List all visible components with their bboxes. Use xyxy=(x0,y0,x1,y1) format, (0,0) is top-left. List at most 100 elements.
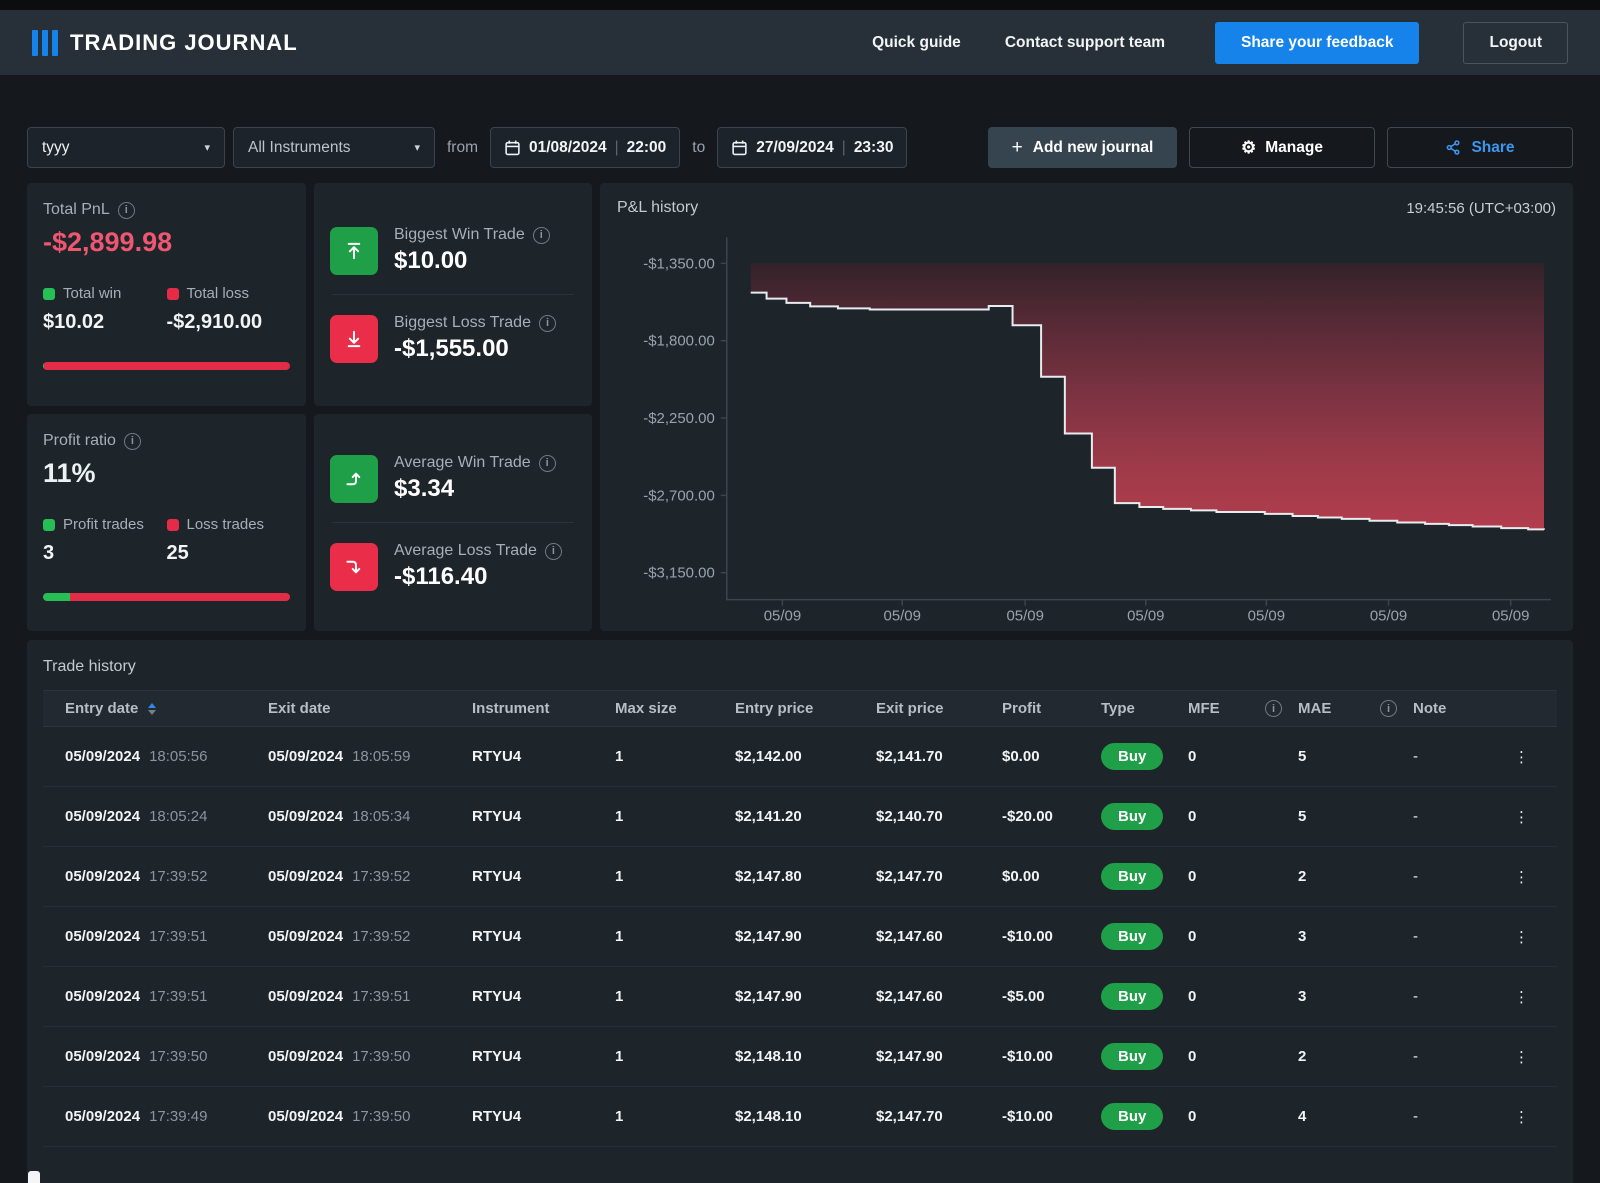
row-actions-kebab-icon[interactable]: ⋮ xyxy=(1495,928,1535,946)
average-trades-card: Average Win Trade $3.34 Average Loss Tra… xyxy=(314,414,592,631)
average-win-label: Average Win Trade xyxy=(394,454,531,472)
arrow-down-bar-icon xyxy=(343,328,365,350)
sort-icon[interactable] xyxy=(148,703,156,715)
table-header-row: Entry date Exit date Instrument Max size… xyxy=(43,690,1557,727)
buy-badge: Buy xyxy=(1101,923,1163,950)
column-entry-date[interactable]: Entry date xyxy=(65,700,268,717)
cell-entry-date: 05/09/202417:39:50 xyxy=(65,1048,268,1065)
instrument-select[interactable]: All Instruments ▾ xyxy=(233,127,435,168)
cell-entry-price: $2,141.20 xyxy=(735,808,876,825)
from-label: from xyxy=(447,139,478,157)
cell-instrument: RTYU4 xyxy=(472,868,615,885)
journal-select-value: tyyy xyxy=(42,139,70,157)
row-actions-kebab-icon[interactable]: ⋮ xyxy=(1495,1048,1535,1066)
journal-select[interactable]: tyyy ▾ xyxy=(27,127,225,168)
profit-trades-label: Profit trades xyxy=(63,516,144,533)
table-row[interactable]: 05/09/202418:05:5605/09/202418:05:59RTYU… xyxy=(43,727,1557,787)
table-row[interactable]: 05/09/202417:39:5105/09/202417:39:51RTYU… xyxy=(43,967,1557,1027)
buy-badge: Buy xyxy=(1101,863,1163,890)
win-legend-swatch xyxy=(43,519,55,531)
table-row[interactable]: 05/09/202417:39:5205/09/202417:39:52RTYU… xyxy=(43,847,1557,907)
cell-note: - xyxy=(1413,868,1495,885)
row-actions-kebab-icon[interactable]: ⋮ xyxy=(1495,808,1535,826)
manage-label: Manage xyxy=(1265,139,1323,157)
cell-exit-price: $2,140.70 xyxy=(876,808,1002,825)
loss-legend-swatch xyxy=(167,519,179,531)
calendar-icon xyxy=(504,139,521,156)
info-icon[interactable] xyxy=(118,202,135,219)
total-pnl-label: Total PnL xyxy=(43,201,110,219)
column-mae: MAE xyxy=(1298,700,1413,717)
logout-button[interactable]: Logout xyxy=(1463,22,1568,64)
cell-mae: 5 xyxy=(1298,748,1413,765)
share-feedback-button[interactable]: Share your feedback xyxy=(1215,22,1419,64)
column-entry-price: Entry price xyxy=(735,700,876,717)
cell-note: - xyxy=(1413,1108,1495,1125)
to-datepicker[interactable]: 27/09/2024 | 23:30 xyxy=(717,127,907,168)
cell-note: - xyxy=(1413,928,1495,945)
to-date-value: 27/09/2024 xyxy=(756,139,834,157)
cell-instrument: RTYU4 xyxy=(472,988,615,1005)
browser-top-strip xyxy=(0,0,1600,10)
row-actions-kebab-icon[interactable]: ⋮ xyxy=(1495,868,1535,886)
manage-button[interactable]: ⚙ Manage xyxy=(1189,127,1375,168)
table-row[interactable]: 05/09/202417:39:5005/09/202417:39:50RTYU… xyxy=(43,1027,1557,1087)
cell-max-size: 1 xyxy=(615,1108,735,1125)
biggest-trades-card: Biggest Win Trade $10.00 Biggest Loss Tr… xyxy=(314,183,592,406)
x-axis-tick-label: 05/09 xyxy=(1248,608,1285,625)
from-datepicker[interactable]: 01/08/2024 | 22:00 xyxy=(490,127,680,168)
share-button[interactable]: Share xyxy=(1387,127,1573,168)
gear-icon: ⚙ xyxy=(1241,139,1256,156)
cell-entry-date: 05/09/202417:39:52 xyxy=(65,868,268,885)
total-loss-label: Total loss xyxy=(187,285,250,302)
chevron-down-icon: ▾ xyxy=(204,141,210,154)
logo-bars-icon xyxy=(32,30,58,56)
total-win-label: Total win xyxy=(63,285,121,302)
profit-trades-value: 3 xyxy=(43,542,167,565)
row-actions-kebab-icon[interactable]: ⋮ xyxy=(1495,1108,1535,1126)
info-icon[interactable] xyxy=(539,315,556,332)
plus-icon: + xyxy=(1012,137,1023,159)
cell-entry-date: 05/09/202417:39:49 xyxy=(65,1108,268,1125)
calendar-icon xyxy=(731,139,748,156)
cell-entry-date: 05/09/202418:05:24 xyxy=(65,808,268,825)
column-exit-price: Exit price xyxy=(876,700,1002,717)
average-win-value: $3.34 xyxy=(394,475,556,503)
info-icon[interactable] xyxy=(1380,700,1397,717)
cell-mfe: 0 xyxy=(1188,868,1298,885)
cell-exit-date: 05/09/202418:05:34 xyxy=(268,808,472,825)
cell-profit: -$20.00 xyxy=(1002,808,1101,825)
info-icon[interactable] xyxy=(124,433,141,450)
table-row[interactable]: 05/09/202418:05:2405/09/202418:05:34RTYU… xyxy=(43,787,1557,847)
table-row[interactable]: 05/09/202417:39:4905/09/202417:39:50RTYU… xyxy=(43,1087,1557,1147)
column-profit: Profit xyxy=(1002,700,1101,717)
nav-link-quick-guide[interactable]: Quick guide xyxy=(872,34,961,52)
row-actions-kebab-icon[interactable]: ⋮ xyxy=(1495,988,1535,1006)
cell-profit: -$5.00 xyxy=(1002,988,1101,1005)
profit-ratio-card: Profit ratio 11% Profit trades 3 Loss tr… xyxy=(27,414,306,631)
table-row[interactable]: 05/09/202417:39:5105/09/202417:39:52RTYU… xyxy=(43,907,1557,967)
info-icon[interactable] xyxy=(545,543,562,560)
add-new-journal-label: Add new journal xyxy=(1033,139,1154,157)
x-axis-tick-label: 05/09 xyxy=(884,608,921,625)
column-note: Note xyxy=(1413,700,1495,717)
add-new-journal-button[interactable]: + Add new journal xyxy=(988,127,1177,168)
cell-profit: -$10.00 xyxy=(1002,1048,1101,1065)
date-time-divider: | xyxy=(842,139,846,157)
win-loss-ratio-bar xyxy=(43,362,290,370)
cell-exit-date: 05/09/202417:39:50 xyxy=(268,1048,472,1065)
nav-link-contact-support[interactable]: Contact support team xyxy=(1005,34,1165,52)
cell-entry-price: $2,147.90 xyxy=(735,988,876,1005)
cell-max-size: 1 xyxy=(615,748,735,765)
info-icon[interactable] xyxy=(533,227,550,244)
pnl-area-chart[interactable]: -$1,350.00-$1,800.00-$2,250.00-$2,700.00… xyxy=(617,223,1555,625)
cell-exit-price: $2,147.90 xyxy=(876,1048,1002,1065)
buy-badge: Buy xyxy=(1101,803,1163,830)
arrow-turn-down-icon xyxy=(343,556,365,578)
chat-widget-peek[interactable] xyxy=(28,1171,40,1183)
trade-history-title: Trade history xyxy=(27,656,1573,690)
row-actions-kebab-icon[interactable]: ⋮ xyxy=(1495,748,1535,766)
info-icon[interactable] xyxy=(539,455,556,472)
info-icon[interactable] xyxy=(1265,700,1282,717)
share-icon xyxy=(1445,139,1462,156)
